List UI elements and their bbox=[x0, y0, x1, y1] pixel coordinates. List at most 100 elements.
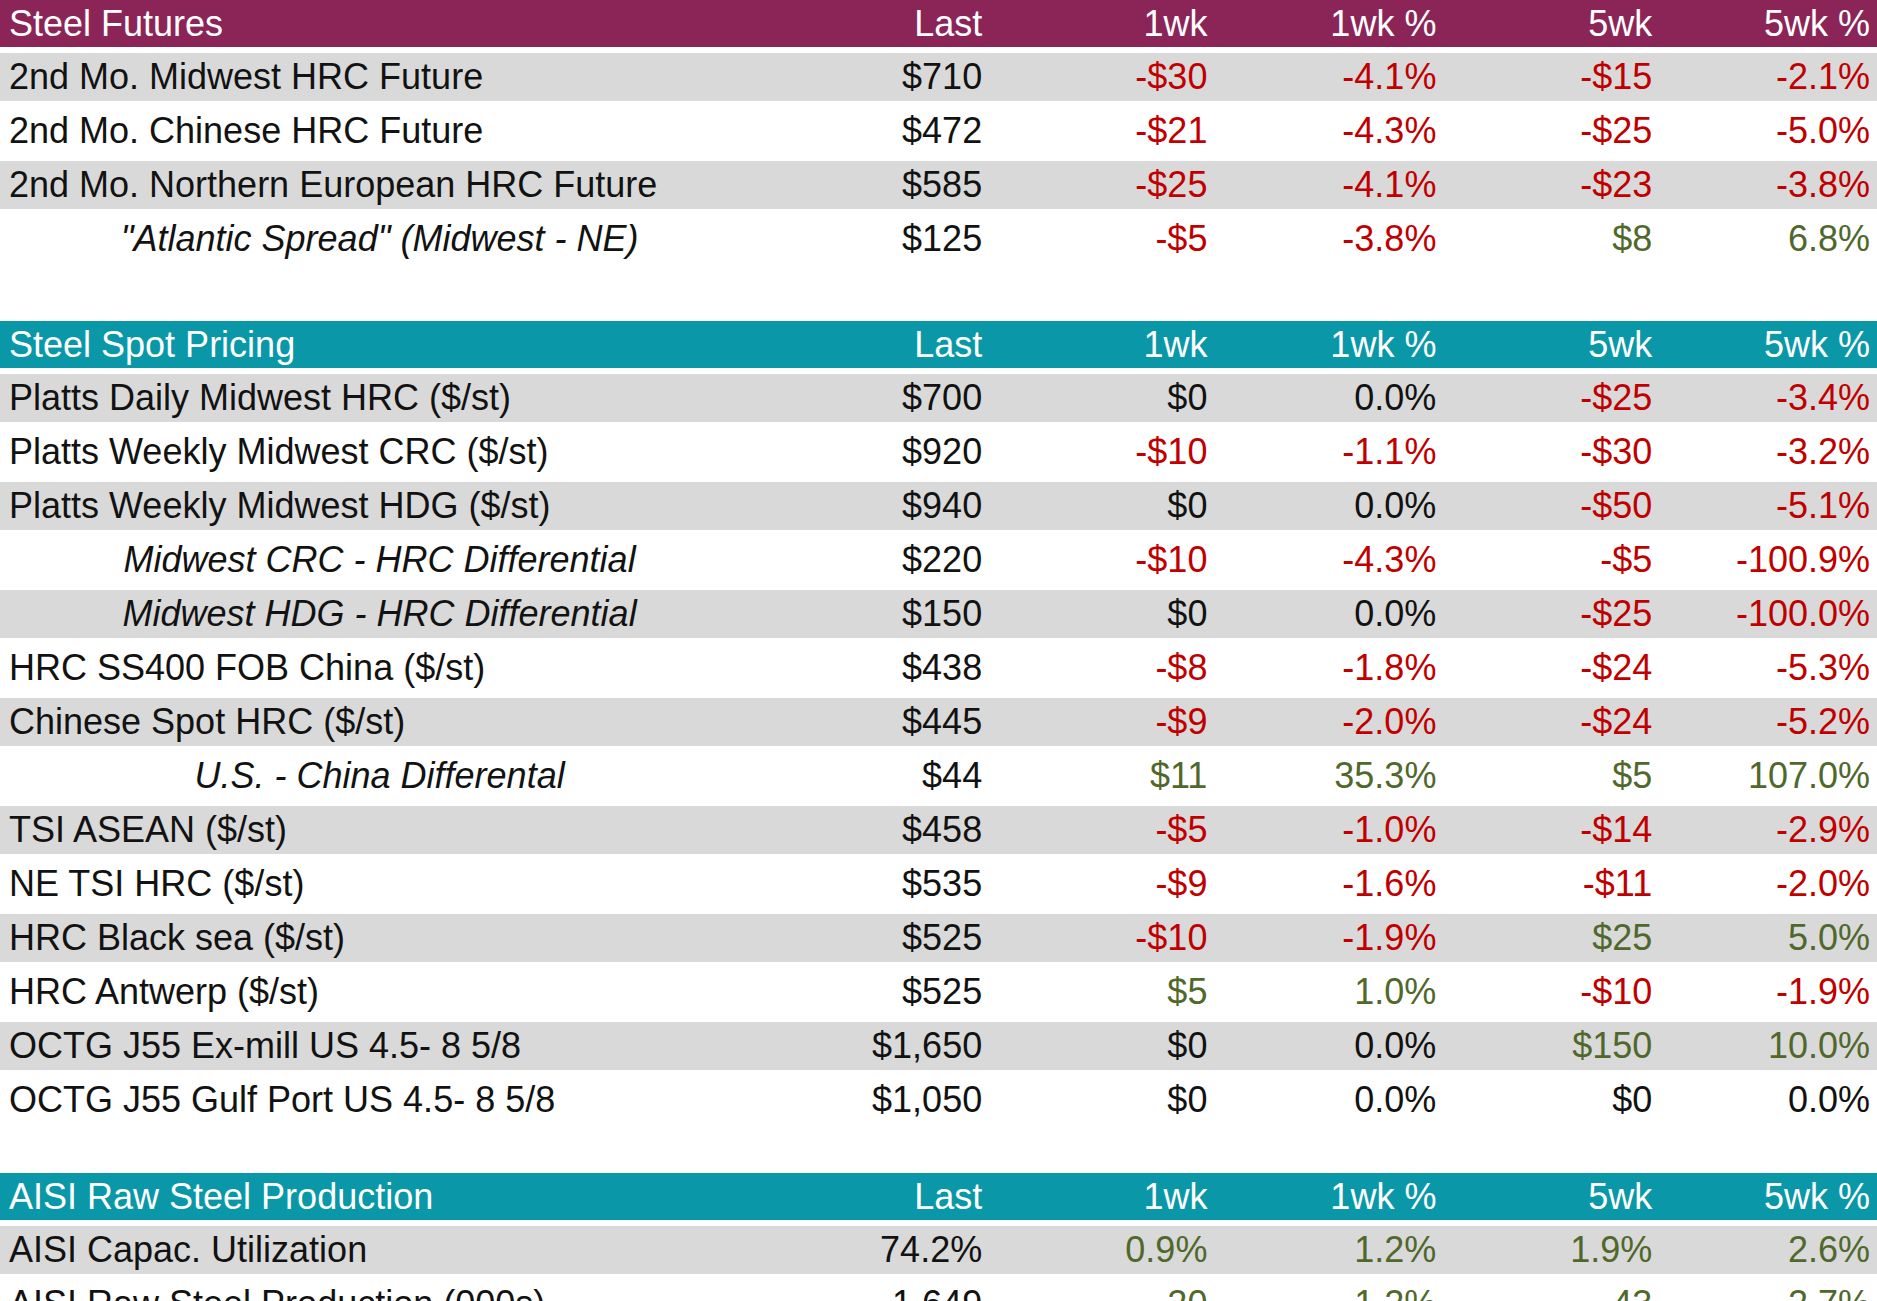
section-header-row: AISI Raw Steel ProductionLast1wk1wk %5wk… bbox=[0, 1173, 1877, 1223]
section-gap bbox=[0, 1130, 1877, 1173]
value-cell-5wk-pct: 10.0% bbox=[1659, 1019, 1877, 1073]
value-cell-1wk: -$5 bbox=[989, 212, 1214, 266]
value-cell-5wk: -$25 bbox=[1443, 371, 1659, 425]
value-cell-last: $525 bbox=[760, 965, 989, 1019]
value-cell-5wk-pct: -2.1% bbox=[1659, 50, 1877, 104]
column-header-1wk: 1wk bbox=[989, 0, 1214, 50]
table-row: AISI Raw Steel Production (000s)1,649201… bbox=[0, 1277, 1877, 1301]
table-row: OCTG J55 Gulf Port US 4.5- 8 5/8$1,050$0… bbox=[0, 1073, 1877, 1127]
value-cell-5wk-pct: -5.1% bbox=[1659, 479, 1877, 533]
section-table-steel-futures: Steel FuturesLast1wk1wk %5wk5wk %2nd Mo.… bbox=[0, 0, 1877, 269]
table-row: Midwest HDG - HRC Differential$150$00.0%… bbox=[0, 587, 1877, 641]
value-cell-5wk-pct: -100.9% bbox=[1659, 533, 1877, 587]
value-cell-1wk: -$10 bbox=[989, 425, 1214, 479]
value-cell-1wk-pct: 0.0% bbox=[1214, 479, 1443, 533]
row-label: OCTG J55 Ex-mill US 4.5- 8 5/8 bbox=[0, 1019, 760, 1073]
value-cell-5wk: -$24 bbox=[1443, 641, 1659, 695]
value-cell-last: $940 bbox=[760, 479, 989, 533]
value-cell-5wk: $0 bbox=[1443, 1073, 1659, 1127]
value-cell-1wk-pct: -4.3% bbox=[1214, 104, 1443, 158]
value-cell-5wk: -$5 bbox=[1443, 533, 1659, 587]
table-row: U.S. - China Differental$44$1135.3%$5107… bbox=[0, 749, 1877, 803]
value-cell-1wk: 0.9% bbox=[989, 1223, 1214, 1277]
section-header-row: Steel FuturesLast1wk1wk %5wk5wk % bbox=[0, 0, 1877, 50]
value-cell-5wk-pct: 2.7% bbox=[1659, 1277, 1877, 1301]
table-row: HRC Black sea ($/st)$525-$10-1.9%$255.0% bbox=[0, 911, 1877, 965]
value-cell-5wk-pct: 6.8% bbox=[1659, 212, 1877, 266]
steel-market-report: Steel FuturesLast1wk1wk %5wk5wk %2nd Mo.… bbox=[0, 0, 1877, 1301]
table-row: Platts Weekly Midwest HDG ($/st)$940$00.… bbox=[0, 479, 1877, 533]
value-cell-1wk-pct: 0.0% bbox=[1214, 1019, 1443, 1073]
value-cell-5wk: -$50 bbox=[1443, 479, 1659, 533]
value-cell-last: $710 bbox=[760, 50, 989, 104]
value-cell-5wk-pct: -100.0% bbox=[1659, 587, 1877, 641]
value-cell-1wk: $0 bbox=[989, 1073, 1214, 1127]
value-cell-5wk: $8 bbox=[1443, 212, 1659, 266]
value-cell-1wk-pct: -4.1% bbox=[1214, 158, 1443, 212]
table-row: NE TSI HRC ($/st)$535-$9-1.6%-$11-2.0% bbox=[0, 857, 1877, 911]
table-row: 2nd Mo. Northern European HRC Future$585… bbox=[0, 158, 1877, 212]
table-row: Midwest CRC - HRC Differential$220-$10-4… bbox=[0, 533, 1877, 587]
row-label: Midwest HDG - HRC Differential bbox=[0, 587, 760, 641]
value-cell-1wk-pct: 1.2% bbox=[1214, 1223, 1443, 1277]
table-row: AISI Capac. Utilization74.2%0.9%1.2%1.9%… bbox=[0, 1223, 1877, 1277]
column-header-last: Last bbox=[760, 1173, 989, 1223]
value-cell-1wk-pct: -1.8% bbox=[1214, 641, 1443, 695]
value-cell-5wk: -$14 bbox=[1443, 803, 1659, 857]
value-cell-last: $150 bbox=[760, 587, 989, 641]
value-cell-1wk: $11 bbox=[989, 749, 1214, 803]
row-label: OCTG J55 Gulf Port US 4.5- 8 5/8 bbox=[0, 1073, 760, 1127]
value-cell-5wk-pct: -5.0% bbox=[1659, 104, 1877, 158]
value-cell-1wk-pct: 1.2% bbox=[1214, 1277, 1443, 1301]
value-cell-1wk: 20 bbox=[989, 1277, 1214, 1301]
value-cell-5wk-pct: -2.0% bbox=[1659, 857, 1877, 911]
value-cell-5wk-pct: 107.0% bbox=[1659, 749, 1877, 803]
value-cell-5wk-pct: -3.8% bbox=[1659, 158, 1877, 212]
table-row: OCTG J55 Ex-mill US 4.5- 8 5/8$1,650$00.… bbox=[0, 1019, 1877, 1073]
column-header-5wk: 5wk bbox=[1443, 0, 1659, 50]
value-cell-1wk: -$30 bbox=[989, 50, 1214, 104]
row-label: 2nd Mo. Chinese HRC Future bbox=[0, 104, 760, 158]
table-row: "Atlantic Spread" (Midwest - NE)$125-$5-… bbox=[0, 212, 1877, 266]
row-label: NE TSI HRC ($/st) bbox=[0, 857, 760, 911]
column-header-last: Last bbox=[760, 0, 989, 50]
value-cell-1wk: -$25 bbox=[989, 158, 1214, 212]
table-row: TSI ASEAN ($/st)$458-$5-1.0%-$14-2.9% bbox=[0, 803, 1877, 857]
row-label: HRC Antwerp ($/st) bbox=[0, 965, 760, 1019]
table-row: 2nd Mo. Midwest HRC Future$710-$30-4.1%-… bbox=[0, 50, 1877, 104]
table-row: Chinese Spot HRC ($/st)$445-$9-2.0%-$24-… bbox=[0, 695, 1877, 749]
column-header-last: Last bbox=[760, 321, 989, 371]
value-cell-1wk-pct: 0.0% bbox=[1214, 371, 1443, 425]
value-cell-5wk-pct: 0.0% bbox=[1659, 1073, 1877, 1127]
value-cell-1wk-pct: -1.0% bbox=[1214, 803, 1443, 857]
table-row: HRC Antwerp ($/st)$525$51.0%-$10-1.9% bbox=[0, 965, 1877, 1019]
row-label: Chinese Spot HRC ($/st) bbox=[0, 695, 760, 749]
value-cell-last: $438 bbox=[760, 641, 989, 695]
value-cell-5wk: $25 bbox=[1443, 911, 1659, 965]
value-cell-1wk-pct: 1.0% bbox=[1214, 965, 1443, 1019]
row-label: 2nd Mo. Northern European HRC Future bbox=[0, 158, 760, 212]
value-cell-5wk-pct: -3.4% bbox=[1659, 371, 1877, 425]
section-title: AISI Raw Steel Production bbox=[0, 1173, 760, 1223]
value-cell-1wk: $0 bbox=[989, 587, 1214, 641]
section-table-aisi-raw-steel-production: AISI Raw Steel ProductionLast1wk1wk %5wk… bbox=[0, 1173, 1877, 1301]
value-cell-1wk: $5 bbox=[989, 965, 1214, 1019]
value-cell-last: $445 bbox=[760, 695, 989, 749]
row-label: U.S. - China Differental bbox=[0, 749, 760, 803]
value-cell-1wk: -$8 bbox=[989, 641, 1214, 695]
value-cell-5wk: -$15 bbox=[1443, 50, 1659, 104]
value-cell-1wk: $0 bbox=[989, 371, 1214, 425]
value-cell-5wk: -$10 bbox=[1443, 965, 1659, 1019]
value-cell-last: $920 bbox=[760, 425, 989, 479]
value-cell-1wk: $0 bbox=[989, 479, 1214, 533]
value-cell-1wk: -$5 bbox=[989, 803, 1214, 857]
value-cell-5wk-pct: 5.0% bbox=[1659, 911, 1877, 965]
value-cell-5wk: -$30 bbox=[1443, 425, 1659, 479]
column-header-5wk-pct: 5wk % bbox=[1659, 321, 1877, 371]
value-cell-1wk: -$21 bbox=[989, 104, 1214, 158]
value-cell-1wk-pct: -1.1% bbox=[1214, 425, 1443, 479]
value-cell-1wk-pct: -1.6% bbox=[1214, 857, 1443, 911]
row-label: AISI Capac. Utilization bbox=[0, 1223, 760, 1277]
column-header-1wk-pct: 1wk % bbox=[1214, 321, 1443, 371]
value-cell-last: $1,050 bbox=[760, 1073, 989, 1127]
